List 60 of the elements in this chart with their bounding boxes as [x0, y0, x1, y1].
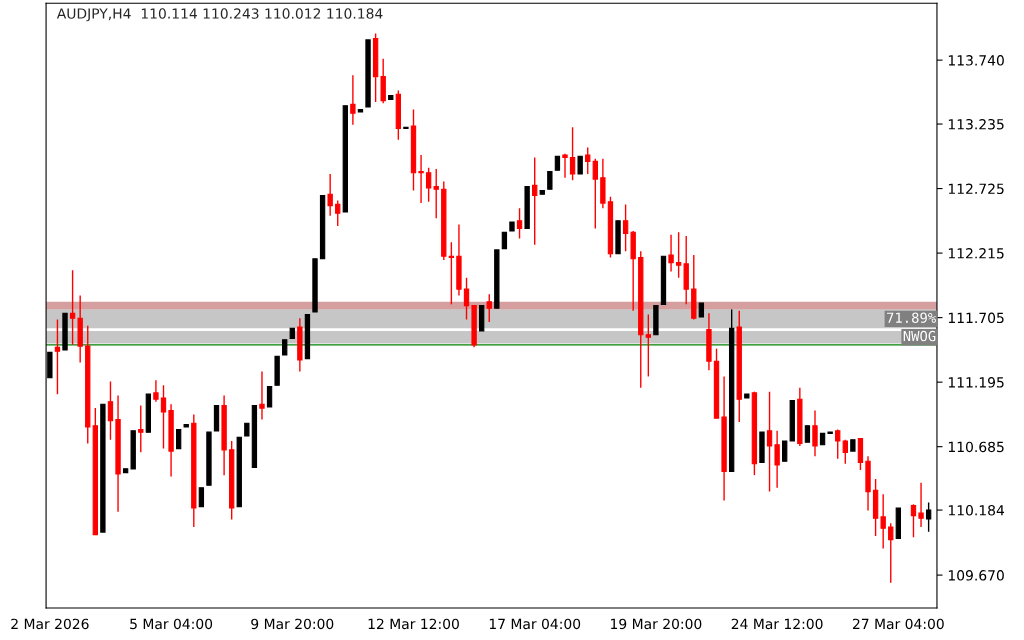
candlestick [562, 153, 568, 179]
x-tick-label: 9 Mar 20:00 [251, 618, 334, 630]
candlestick [812, 409, 818, 457]
y-tick-label: 113.235 [948, 119, 1004, 130]
candlestick [463, 277, 470, 321]
candlestick [418, 154, 424, 204]
candlestick [842, 439, 848, 465]
candlestick [622, 203, 629, 252]
y-tick-label: 112.215 [948, 248, 1004, 259]
y-tick-label: 109.670 [948, 570, 1004, 581]
candlestick [910, 503, 917, 538]
candlestick [668, 234, 674, 273]
candlestick [880, 493, 886, 550]
y-tick-label: 113.740 [948, 55, 1004, 66]
candlestick [54, 318, 61, 395]
candlestick [433, 168, 439, 219]
y-tick-label: 110.184 [948, 505, 1005, 516]
candlestick [532, 156, 538, 246]
candlestick [198, 487, 205, 508]
candlestick [766, 390, 773, 493]
candlestick [350, 74, 356, 126]
candlestick [327, 173, 333, 217]
x-tick-label: 12 Mar 12:00 [368, 618, 459, 630]
candlestick [259, 370, 265, 421]
candlestick [425, 166, 432, 203]
band-label: 71.89% [886, 312, 936, 323]
candlestick [486, 293, 492, 323]
candlestick [448, 241, 455, 306]
candlestick [782, 440, 788, 462]
candlestick [675, 231, 682, 279]
chart-title: AUDJPY,H4 110.114 110.243 110.012 110.184 [56, 8, 383, 22]
candlestick [835, 428, 841, 460]
candlestick [918, 482, 924, 528]
candlestick [888, 522, 894, 584]
x-tick-label: 19 Mar 20:00 [611, 618, 702, 630]
x-tick-label: 17 Mar 04:00 [489, 618, 581, 630]
x-tick-label: 2 Mar 2026 [11, 618, 89, 630]
y-tick-label: 111.705 [948, 312, 1004, 324]
candlestick [175, 429, 182, 450]
candlestick [160, 384, 167, 450]
candlestick [569, 126, 576, 182]
x-tick-label: 5 Mar 04:00 [130, 618, 213, 630]
candlestick [138, 404, 144, 454]
candlestick [107, 380, 114, 441]
candlestick [69, 269, 76, 346]
candlestick [335, 199, 341, 227]
x-tick-label: 24 Mar 12:00 [731, 618, 823, 630]
candlestick [266, 385, 273, 408]
candlestick [592, 158, 598, 230]
y-tick-label: 111.195 [948, 377, 1004, 388]
candlestick [645, 313, 652, 378]
candlestick [585, 146, 591, 175]
candlestick [516, 207, 523, 240]
y-tick-label: 112.725 [948, 183, 1004, 195]
x-tick-label: 27 Mar 04:00 [852, 618, 944, 630]
band-label: NWOG [903, 330, 936, 342]
candlestick [925, 501, 932, 533]
candlestick [774, 430, 780, 489]
candlestick [153, 379, 159, 403]
y-tick-label: 110.685 [948, 441, 1004, 453]
